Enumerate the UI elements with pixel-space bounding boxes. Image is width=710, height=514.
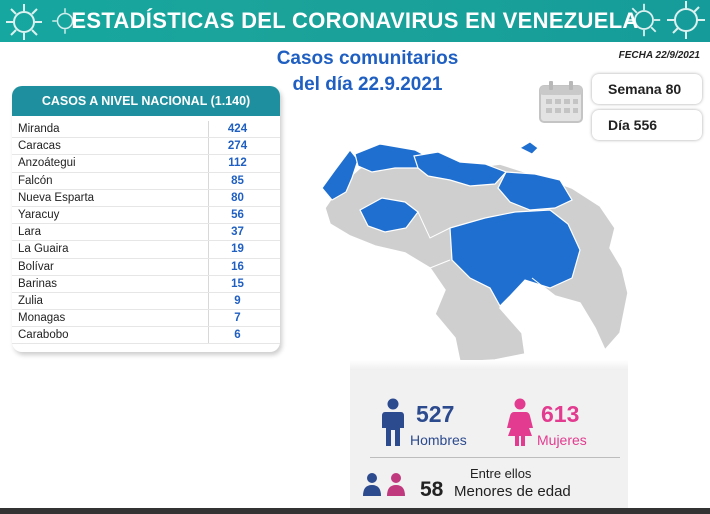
- venezuela-map: [321, 141, 629, 363]
- day-badge: Día 556: [592, 110, 702, 140]
- case-count: 37: [208, 224, 266, 241]
- table-row: Monagas 7: [12, 310, 280, 328]
- subtitle-line-2: del día 22.9.2021: [292, 74, 443, 95]
- state-name: Yaracuy: [18, 209, 60, 222]
- calendar-icon: [539, 81, 583, 123]
- case-count: 15: [208, 275, 266, 292]
- table-row: Barinas 15: [12, 275, 280, 293]
- state-name: Bolívar: [18, 260, 54, 273]
- table-row: Caracas 274: [12, 138, 280, 156]
- state-name: Nueva Esparta: [18, 191, 95, 204]
- subtitle: Casos comunitarios del día 22.9.2021: [250, 46, 485, 98]
- state-name: Falcón: [18, 174, 53, 187]
- children-icon: [363, 473, 405, 496]
- case-count: 85: [208, 172, 266, 189]
- table-rows: Miranda 424 Caracas 274 Anzoátegui 112 Falcón 8…: [12, 121, 280, 345]
- table-row: Zulia 9: [12, 292, 280, 311]
- virus-icon: [6, 4, 42, 40]
- case-count: 19: [208, 241, 266, 258]
- woman-icon: [507, 398, 533, 446]
- virus-icon: [667, 1, 705, 39]
- table-row: Bolívar 16: [12, 258, 280, 276]
- state-name: La Guaira: [18, 243, 69, 256]
- state-name: Monagas: [18, 312, 66, 325]
- table-row: Miranda 424: [12, 121, 280, 139]
- case-count: 6: [208, 327, 266, 344]
- case-count: 80: [208, 189, 266, 206]
- state-name: Barinas: [18, 277, 57, 290]
- minors-count: 58: [420, 478, 444, 501]
- date-label: FECHA 22/9/2021: [618, 50, 700, 61]
- table-header: CASOS A NIVEL NACIONAL (1.140): [12, 86, 280, 116]
- state-name: Zulia: [18, 294, 43, 307]
- case-count: 112: [208, 155, 266, 172]
- men-label: Hombres: [410, 432, 467, 448]
- minors-label: Menores de edad: [454, 483, 571, 500]
- man-icon: [382, 398, 404, 446]
- table-row: Yaracuy 56: [12, 206, 280, 225]
- case-count: 7: [208, 310, 266, 327]
- case-count: 424: [208, 121, 266, 138]
- page-title: ESTADÍSTICAS DEL CORONAVIRUS EN VENEZUEL…: [71, 8, 639, 33]
- header-banner: [0, 0, 710, 42]
- cases-table: [12, 86, 280, 352]
- case-count: 274: [208, 138, 266, 155]
- state-name: Caracas: [18, 140, 61, 153]
- bottom-bar: [0, 508, 710, 514]
- table-row: Lara 37: [12, 224, 280, 242]
- case-count: 56: [208, 206, 266, 224]
- women-label: Mujeres: [537, 432, 587, 448]
- virus-icon: [52, 8, 78, 34]
- table-row: Nueva Esparta 80: [12, 189, 280, 207]
- women-count: 613: [541, 401, 580, 427]
- state-name: Anzoátegui: [18, 157, 76, 170]
- virus-icon: [627, 3, 661, 37]
- case-count: 9: [208, 292, 266, 310]
- table-row: Falcón 85: [12, 172, 280, 190]
- state-name: Lara: [18, 226, 42, 239]
- table-row: La Guaira 19: [12, 241, 280, 259]
- table-row: Carabobo 6: [12, 327, 280, 345]
- case-count: 16: [208, 258, 266, 275]
- table-row: Anzoátegui 112: [12, 155, 280, 173]
- divider: [370, 457, 620, 458]
- state-name: Carabobo: [18, 329, 69, 342]
- among-them-label: Entre ellos: [470, 466, 532, 481]
- men-count: 527: [416, 401, 455, 427]
- state-name: Miranda: [18, 123, 60, 136]
- week-badge: Semana 80: [592, 74, 702, 104]
- subtitle-line-1: Casos comunitarios: [276, 48, 459, 69]
